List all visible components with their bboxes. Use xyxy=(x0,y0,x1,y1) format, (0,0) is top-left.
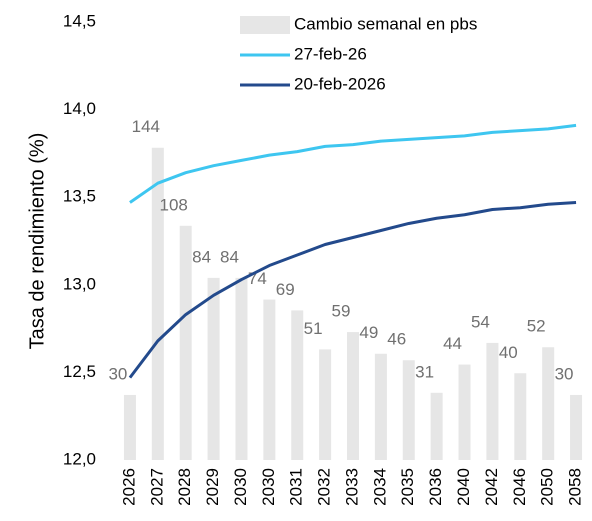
value-label: 51 xyxy=(304,319,323,338)
bar xyxy=(374,353,387,460)
legend-label: 27-feb-26 xyxy=(294,44,367,63)
bar xyxy=(430,392,443,460)
x-tick-label: 2042 xyxy=(482,468,501,506)
line xyxy=(128,200,577,379)
bar xyxy=(458,364,471,460)
value-label: 49 xyxy=(359,323,378,342)
x-tick-label: 2058 xyxy=(566,468,585,506)
bar xyxy=(402,360,415,460)
bar xyxy=(151,147,164,460)
value-label: 46 xyxy=(387,330,406,349)
bar xyxy=(263,299,276,460)
y-tick-label: 12,0 xyxy=(63,449,96,468)
x-tick-label: 2030 xyxy=(259,468,278,506)
value-label: 52 xyxy=(527,317,546,336)
bar xyxy=(179,225,192,460)
bar xyxy=(291,310,304,460)
x-tick-label: 2026 xyxy=(119,468,138,506)
value-label: 59 xyxy=(332,302,351,321)
value-label: 108 xyxy=(160,195,188,214)
x-tick-label: 2034 xyxy=(370,468,389,506)
y-axis-label: Tasa de rendimiento (%) xyxy=(26,133,48,350)
value-label: 44 xyxy=(443,334,462,353)
x-tick-label: 2029 xyxy=(203,468,222,506)
y-tick-label: 13,5 xyxy=(63,187,96,206)
x-tick-label: 2027 xyxy=(147,468,166,506)
value-label: 84 xyxy=(220,247,239,266)
bar xyxy=(514,373,527,460)
bar xyxy=(347,332,359,460)
value-label: 69 xyxy=(276,280,295,299)
x-tick-label: 2035 xyxy=(398,468,417,506)
legend-swatch xyxy=(240,16,290,34)
legend-label: Cambio semanal en pbs xyxy=(294,14,477,33)
bar xyxy=(319,349,332,460)
value-label: 30 xyxy=(108,364,127,383)
value-label: 30 xyxy=(555,364,574,383)
y-tick-label: 14,5 xyxy=(63,11,96,30)
bar xyxy=(570,394,583,460)
x-tick-label: 2040 xyxy=(454,468,473,506)
y-tick-label: 12,5 xyxy=(63,362,96,381)
bar xyxy=(486,342,499,460)
x-tick-label: 2036 xyxy=(426,468,445,506)
x-tick-label: 2028 xyxy=(175,468,194,506)
bar xyxy=(235,277,248,460)
x-tick-label: 2032 xyxy=(315,468,334,506)
line xyxy=(129,123,577,204)
x-tick-label: 2050 xyxy=(538,468,557,506)
value-label: 84 xyxy=(192,247,211,266)
y-tick-label: 13,0 xyxy=(63,274,96,293)
x-tick-label: 2031 xyxy=(287,468,306,506)
x-tick-label: 2046 xyxy=(510,468,529,506)
bar xyxy=(123,394,136,460)
value-label: 40 xyxy=(499,343,518,362)
bar xyxy=(207,277,220,460)
value-label: 54 xyxy=(471,312,490,331)
y-tick-label: 14,0 xyxy=(63,99,96,118)
legend-label: 20-feb-2026 xyxy=(294,74,386,93)
x-tick-label: 2030 xyxy=(231,468,250,506)
value-label: 31 xyxy=(415,362,434,381)
bar xyxy=(542,347,555,460)
value-label: 144 xyxy=(132,117,160,136)
x-tick-label: 2033 xyxy=(342,468,361,506)
